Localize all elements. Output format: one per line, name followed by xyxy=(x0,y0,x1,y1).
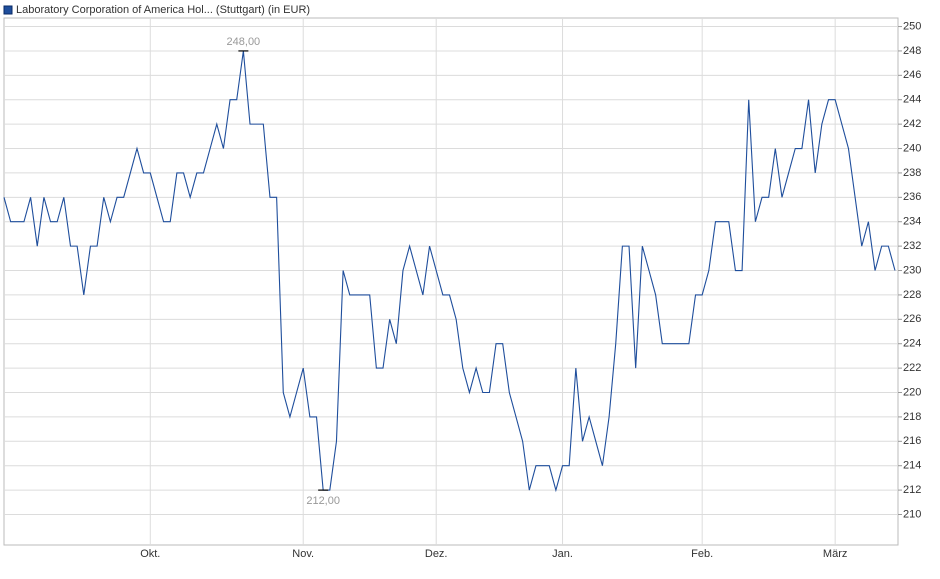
x-tick-label: Jan. xyxy=(552,548,573,560)
x-tick-label: Feb. xyxy=(691,548,713,560)
y-tick-label: 224 xyxy=(903,338,921,350)
y-tick-label: 220 xyxy=(903,386,921,398)
y-tick-label: 214 xyxy=(903,460,921,472)
x-tick-label: März xyxy=(823,548,847,560)
y-tick-label: 212 xyxy=(903,484,921,496)
y-tick-label: 246 xyxy=(903,69,921,81)
price-line xyxy=(3,50,896,493)
y-tick-label: 248 xyxy=(903,45,921,57)
y-tick-label: 232 xyxy=(903,240,921,252)
y-tick-label: 216 xyxy=(903,435,921,447)
y-tick-label: 236 xyxy=(903,191,921,203)
y-tick-label: 222 xyxy=(903,362,921,374)
legend-swatch xyxy=(3,5,13,15)
x-tick-label: Nov. xyxy=(292,548,314,560)
y-tick-label: 238 xyxy=(903,167,921,179)
y-tick-label: 226 xyxy=(903,313,921,325)
y-tick-label: 234 xyxy=(903,216,921,228)
x-tick-label: Okt. xyxy=(140,548,160,560)
value-label: 248,00 xyxy=(227,36,261,48)
y-tick-label: 218 xyxy=(903,411,921,423)
x-tick-label: Dez. xyxy=(425,548,448,560)
y-tick-label: 240 xyxy=(903,142,921,154)
plot-frame xyxy=(3,17,899,546)
y-tick-label: 230 xyxy=(903,264,921,276)
y-tick-label: 244 xyxy=(903,94,921,106)
value-label: 212,00 xyxy=(306,495,340,507)
y-tick-label: 250 xyxy=(903,20,921,32)
y-tick-label: 242 xyxy=(903,118,921,130)
y-tick-label: 228 xyxy=(903,289,921,301)
chart-title: Laboratory Corporation of America Hol...… xyxy=(16,4,310,16)
y-tick-label: 210 xyxy=(903,508,921,520)
